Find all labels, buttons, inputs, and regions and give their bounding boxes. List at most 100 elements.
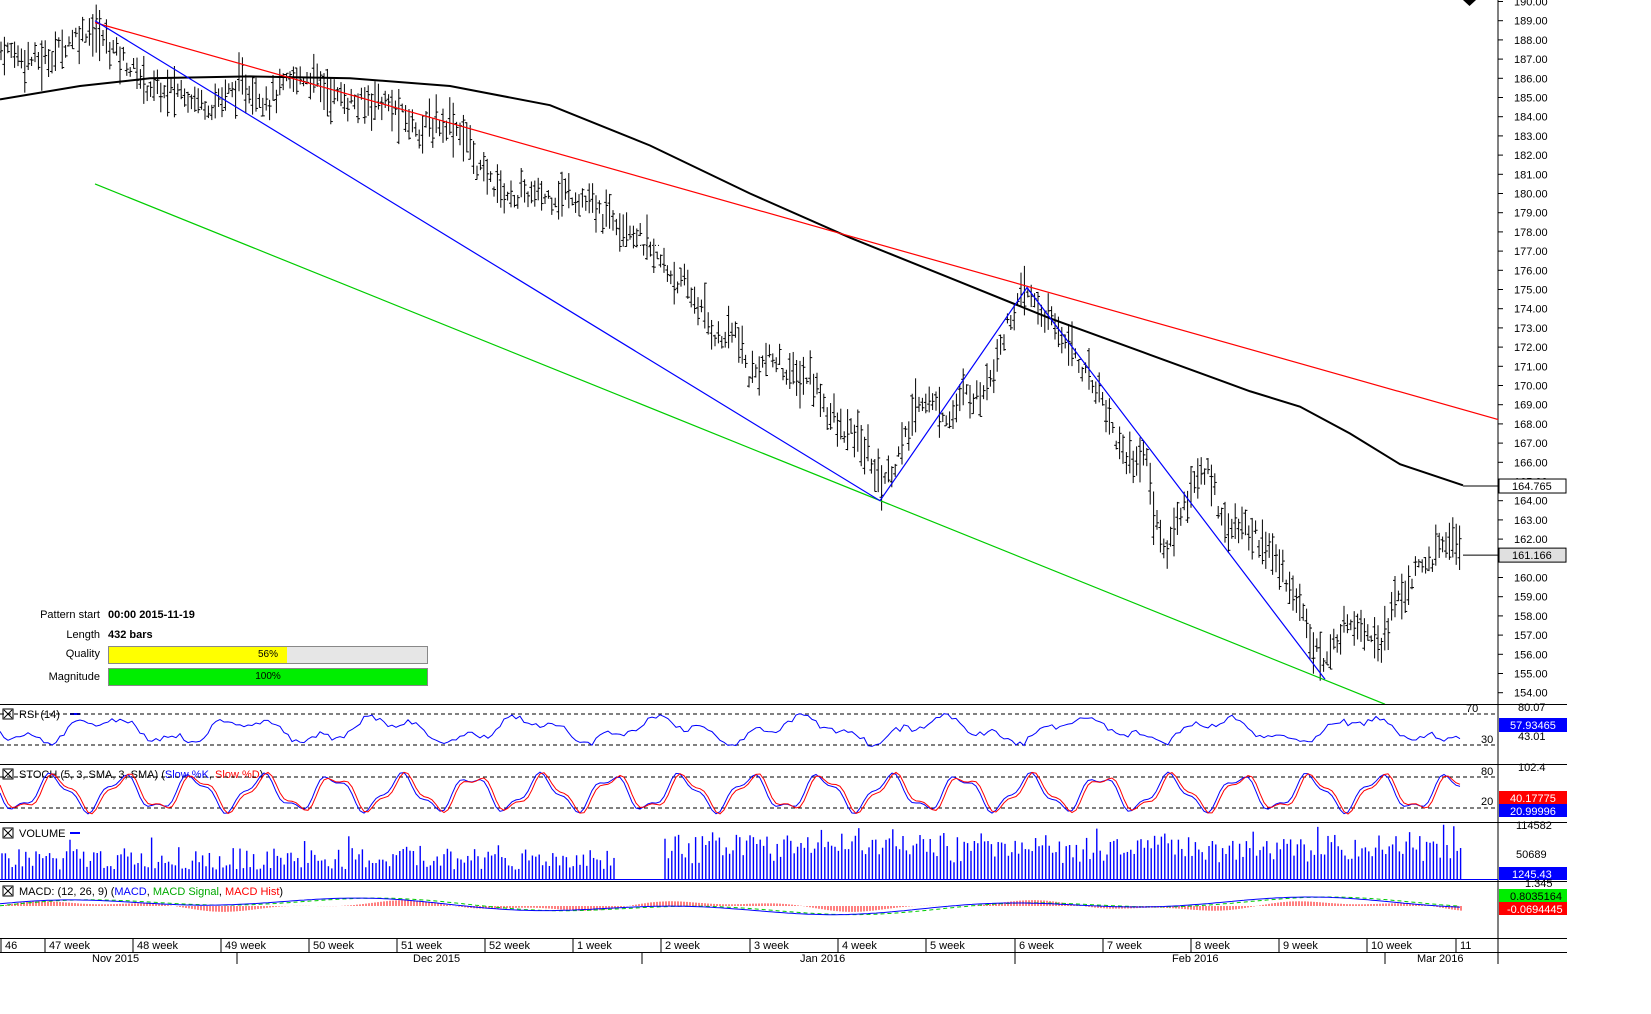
- price-bar: [1209, 464, 1214, 507]
- week-label: 52 week: [489, 940, 530, 952]
- price-bar: [818, 383, 823, 417]
- price-bar: [84, 33, 88, 43]
- price-bar: [43, 40, 48, 65]
- price-bar: [63, 44, 68, 58]
- price-bar: [1144, 448, 1149, 467]
- price-marker-box: [1498, 478, 1567, 494]
- price-bar: [1287, 571, 1292, 604]
- price-bar: [682, 263, 687, 286]
- price-bar: [77, 26, 82, 65]
- price-bar: [1206, 458, 1210, 475]
- price-tick-label: 187.00: [1514, 54, 1548, 66]
- price-tick-label: 171.00: [1514, 361, 1548, 373]
- price-bar: [832, 393, 836, 423]
- price-bar: [1420, 559, 1425, 573]
- length-label: Length: [66, 629, 100, 641]
- price-bar: [410, 109, 415, 133]
- price-bar: [369, 93, 374, 131]
- price-bar: [645, 214, 649, 260]
- price-bar: [522, 179, 527, 203]
- quality-bar: 56%: [108, 646, 428, 664]
- price-bar: [1175, 501, 1180, 535]
- price-bar: [220, 87, 224, 118]
- price-bar: [893, 463, 898, 477]
- price-bar: [665, 265, 670, 282]
- price-bar: [794, 359, 799, 396]
- price-bar: [447, 97, 452, 135]
- price-bar: [175, 83, 180, 98]
- price-bar: [1131, 450, 1136, 484]
- price-bar: [981, 385, 986, 400]
- price-bar: [1321, 658, 1326, 672]
- price-bar: [1246, 525, 1251, 551]
- price-bar: [1301, 603, 1306, 621]
- price-bar: [199, 89, 204, 110]
- price-bar: [1355, 613, 1360, 640]
- price-bar: [546, 190, 551, 199]
- price-bar: [254, 77, 258, 112]
- price-bar: [1372, 617, 1377, 659]
- price-bar: [1059, 326, 1064, 354]
- price-bar: [1345, 614, 1350, 634]
- price-bar: [672, 261, 677, 305]
- price-bar: [1291, 575, 1295, 611]
- price-bar: [961, 368, 966, 406]
- volume-axis-mid: 50689: [1516, 849, 1547, 861]
- price-bar: [621, 214, 626, 247]
- price-bar: [509, 180, 513, 208]
- price-bar: [940, 412, 945, 423]
- price-bar: [417, 129, 422, 149]
- price-bar: [345, 97, 350, 122]
- price-bar: [332, 79, 337, 105]
- price-bar: [1382, 605, 1387, 651]
- price-bar: [570, 197, 575, 206]
- price-bar: [233, 80, 238, 119]
- price-bar: [1348, 619, 1353, 631]
- price-bar: [60, 29, 65, 70]
- trendline-1: [94, 183, 1386, 704]
- price-bar: [186, 91, 190, 113]
- price-bar: [434, 94, 439, 134]
- week-label: 5 week: [930, 940, 965, 952]
- price-bar: [1284, 579, 1289, 592]
- price-bar: [655, 251, 660, 260]
- price-bar: [587, 183, 592, 214]
- price-bar: [842, 431, 847, 443]
- price-bar: [1280, 549, 1285, 583]
- price-bar: [515, 194, 520, 209]
- price-bar: [556, 180, 561, 220]
- macd-signal-value: 0.8035164: [1510, 891, 1562, 903]
- price-bar: [1257, 539, 1261, 558]
- scroll-arrow-icon[interactable]: [1463, 0, 1476, 6]
- week-label: 47 week: [49, 940, 90, 952]
- price-bar: [747, 376, 751, 388]
- price-bar: [991, 359, 996, 394]
- price-bar: [165, 69, 170, 117]
- price-bar: [930, 393, 935, 411]
- price-bar: [70, 29, 75, 50]
- price-bar: [352, 94, 357, 110]
- magnitude-value: 100%: [255, 671, 281, 682]
- price-bar: [1440, 536, 1445, 553]
- pattern-start-label: Pattern start: [40, 609, 100, 621]
- price-bar: [1110, 422, 1115, 434]
- trendline-0: [94, 22, 1498, 421]
- stoch-slowk-line: [0, 771, 1461, 815]
- price-bar: [1036, 291, 1040, 325]
- price-bar: [900, 422, 904, 465]
- price-bar: [910, 393, 915, 436]
- price-bar: [1396, 590, 1401, 602]
- quality-value: 56%: [257, 649, 278, 660]
- price-bar: [1049, 306, 1054, 326]
- price-bar: [1219, 507, 1224, 526]
- price-bar: [913, 378, 918, 433]
- price-bar: [750, 350, 755, 383]
- price-bar: [1250, 517, 1255, 560]
- price-bar: [468, 125, 473, 160]
- week-label: 48 week: [137, 940, 178, 952]
- price-bar: [590, 183, 595, 213]
- price-bar: [196, 88, 201, 114]
- price-bar: [1444, 532, 1448, 558]
- stoch-slowd-marker: [1499, 791, 1567, 804]
- price-bar: [866, 424, 870, 462]
